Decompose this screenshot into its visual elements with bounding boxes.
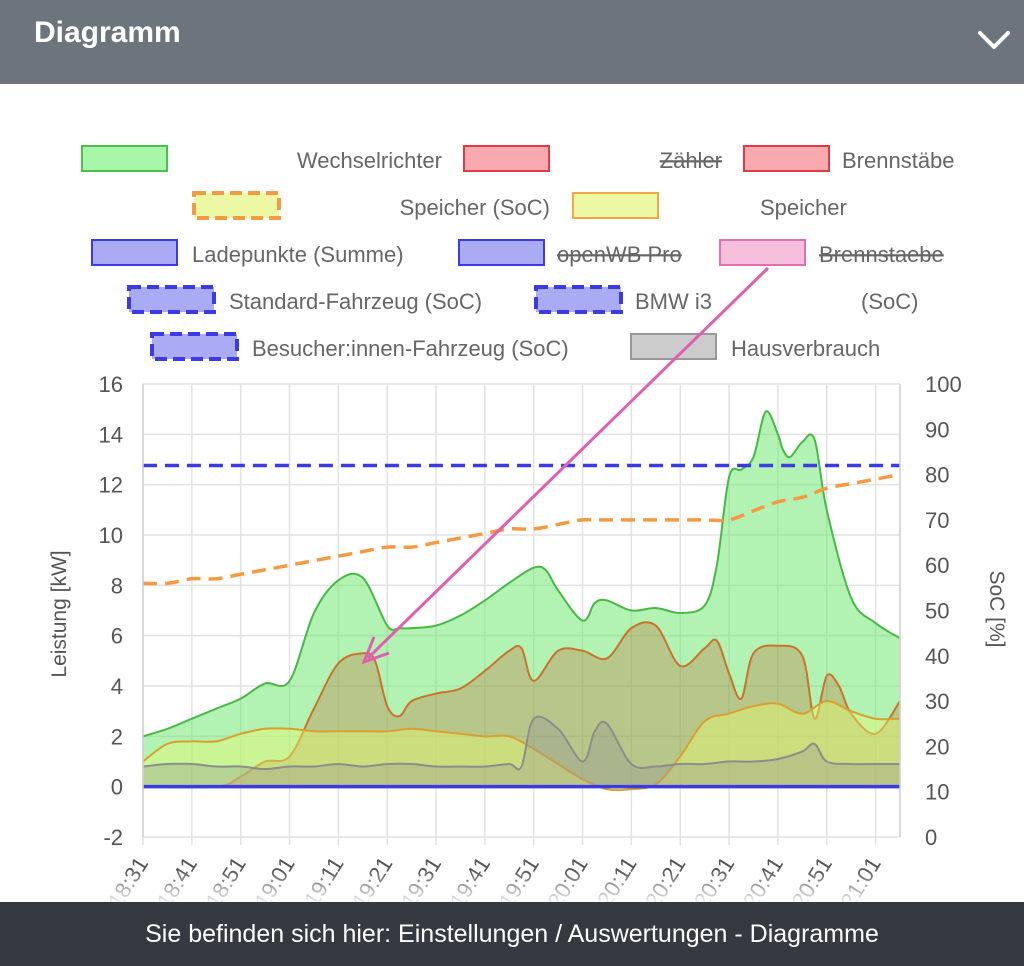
arrow-head	[361, 636, 390, 665]
legend-label: BMW i3	[635, 289, 712, 314]
series-line-wechselrichter	[142, 410, 901, 738]
y-tick-label: 10	[99, 523, 123, 548]
series-line-speicher	[142, 700, 901, 792]
chart-legend: Wechselrichter Zähler Brennstäbe Speicher (…	[81, 145, 955, 361]
legend-label: Hausverbrauch	[731, 336, 880, 361]
legend-label: Speicher	[760, 195, 847, 220]
y2-tick-label: 50	[925, 599, 949, 624]
legend-item[interactable]: Hausverbrauch	[630, 333, 880, 361]
series-area-speicher	[143, 701, 900, 791]
legend-item[interactable]: Brennstaebe	[719, 239, 944, 267]
y-tick-label: 8	[111, 573, 123, 598]
y-tick-label: 4	[111, 674, 123, 699]
legend-swatch	[91, 239, 178, 266]
y-tick-label: 16	[99, 372, 123, 397]
y2-axis-label: SoC [%]	[985, 570, 1008, 647]
legend-swatch	[81, 145, 168, 172]
legend-swatch	[458, 239, 545, 266]
legend-item[interactable]: Brennstäbe	[743, 145, 955, 173]
breadcrumb-footer: Sie befinden sich hier: Einstellungen / …	[0, 902, 1024, 966]
series-line-hausverbrauch	[142, 715, 900, 771]
legend-swatch	[150, 332, 239, 361]
legend-label: Wechselrichter	[297, 148, 442, 173]
legend-swatch	[192, 191, 281, 220]
y-tick-label: -2	[103, 825, 123, 850]
legend-label: Brennstaebe	[819, 242, 944, 267]
series-area-brennst-be	[143, 622, 900, 788]
y-tick-label: 0	[111, 775, 123, 800]
y2-tick-label: 60	[925, 553, 949, 578]
legend-swatch	[534, 285, 623, 314]
y2-tick-label: 80	[925, 463, 949, 488]
chevron-down-icon[interactable]	[974, 20, 1014, 60]
legend-swatch	[572, 192, 659, 219]
legend-item[interactable]: Standard-Fahrzeug (SoC)	[127, 285, 482, 314]
y2-tick-label: 10	[925, 780, 949, 805]
legend-label: Ladepunkte (Summe)	[192, 242, 404, 267]
y2-tick-label: 30	[925, 689, 949, 714]
series-line-speicher-soc-	[142, 472, 901, 586]
legend-item[interactable]: Speicher (SoC)	[192, 191, 550, 220]
y-tick-label: 2	[111, 724, 123, 749]
legend-label: Besucher:innen-Fahrzeug (SoC)	[252, 336, 569, 361]
panel-header[interactable]: Diagramm	[0, 0, 1024, 84]
legend-item[interactable]: BMW i3	[534, 285, 712, 314]
legend-label: Speicher (SoC)	[400, 195, 550, 220]
energy-chart: -20246810121416010203040506070809010018:…	[48, 145, 1008, 902]
breadcrumb-text: Sie befinden sich hier: Einstellungen / …	[145, 920, 879, 948]
y2-tick-label: 90	[925, 417, 949, 442]
legend-swatch	[743, 145, 830, 172]
legend-swatch	[719, 239, 806, 266]
legend-item[interactable]: Ladepunkte (Summe)	[91, 239, 404, 267]
legend-label: Brennstäbe	[842, 148, 955, 173]
series-line-brennst-be	[142, 621, 901, 789]
legend-swatch	[630, 333, 717, 360]
y-tick-label: 14	[99, 422, 123, 447]
legend-label: Zähler	[660, 148, 722, 173]
y-axis-label: Leistung [kW]	[48, 550, 71, 677]
legend-item[interactable]: openWB Pro	[458, 239, 682, 267]
legend-item[interactable]: Zähler	[463, 145, 722, 173]
pointer-arrow-annotation	[361, 266, 770, 665]
y2-tick-label: 0	[925, 825, 937, 850]
y2-tick-label: 40	[925, 644, 949, 669]
legend-swatch	[463, 145, 550, 172]
legend-item[interactable]: Speicher	[572, 192, 847, 220]
panel-title: Diagramm	[34, 16, 181, 49]
series-area-wechselrichter	[143, 411, 900, 787]
legend-label: openWB Pro	[557, 242, 682, 267]
legend-label: (SoC)	[861, 289, 918, 314]
legend-item[interactable]: (SoC)	[861, 289, 918, 314]
legend-item[interactable]: Besucher:innen-Fahrzeug (SoC)	[150, 332, 569, 361]
y-tick-label: 12	[99, 473, 123, 498]
y2-tick-label: 20	[925, 734, 949, 759]
y2-tick-label: 70	[925, 508, 949, 533]
chart-container: -20246810121416010203040506070809010018:…	[0, 84, 1024, 902]
series-areas	[142, 410, 901, 792]
bottom-fade	[0, 870, 1024, 902]
legend-swatch	[127, 285, 216, 314]
legend-item[interactable]: Wechselrichter	[81, 145, 442, 173]
y2-tick-label: 100	[925, 372, 962, 397]
legend-label: Standard-Fahrzeug (SoC)	[229, 289, 482, 314]
arrow-line	[366, 266, 770, 660]
series-area-hausverbrauch	[143, 716, 900, 787]
series-lines	[142, 463, 901, 789]
y-tick-label: 6	[111, 624, 123, 649]
